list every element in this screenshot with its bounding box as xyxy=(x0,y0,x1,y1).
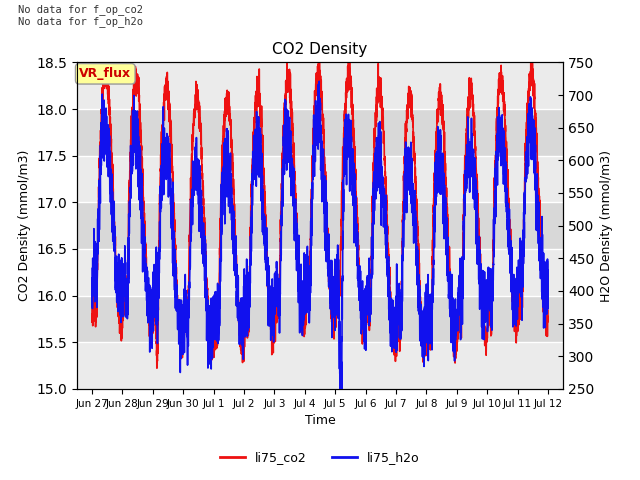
Bar xyxy=(77,62,563,109)
Title: CO2 Density: CO2 Density xyxy=(273,42,367,57)
Y-axis label: CO2 Density (mmol/m3): CO2 Density (mmol/m3) xyxy=(18,150,31,301)
Text: VR_flux: VR_flux xyxy=(79,67,131,80)
Bar xyxy=(77,296,563,342)
Text: No data for f_op_co2
No data for f_op_h2o: No data for f_op_co2 No data for f_op_h2… xyxy=(19,4,143,27)
Bar xyxy=(77,202,563,249)
X-axis label: Time: Time xyxy=(305,414,335,427)
Bar xyxy=(77,109,563,156)
Bar xyxy=(77,249,563,296)
Y-axis label: H2O Density (mmol/m3): H2O Density (mmol/m3) xyxy=(600,150,613,301)
Legend: li75_co2, li75_h2o: li75_co2, li75_h2o xyxy=(215,446,425,469)
Bar xyxy=(77,156,563,202)
Bar xyxy=(77,342,563,389)
